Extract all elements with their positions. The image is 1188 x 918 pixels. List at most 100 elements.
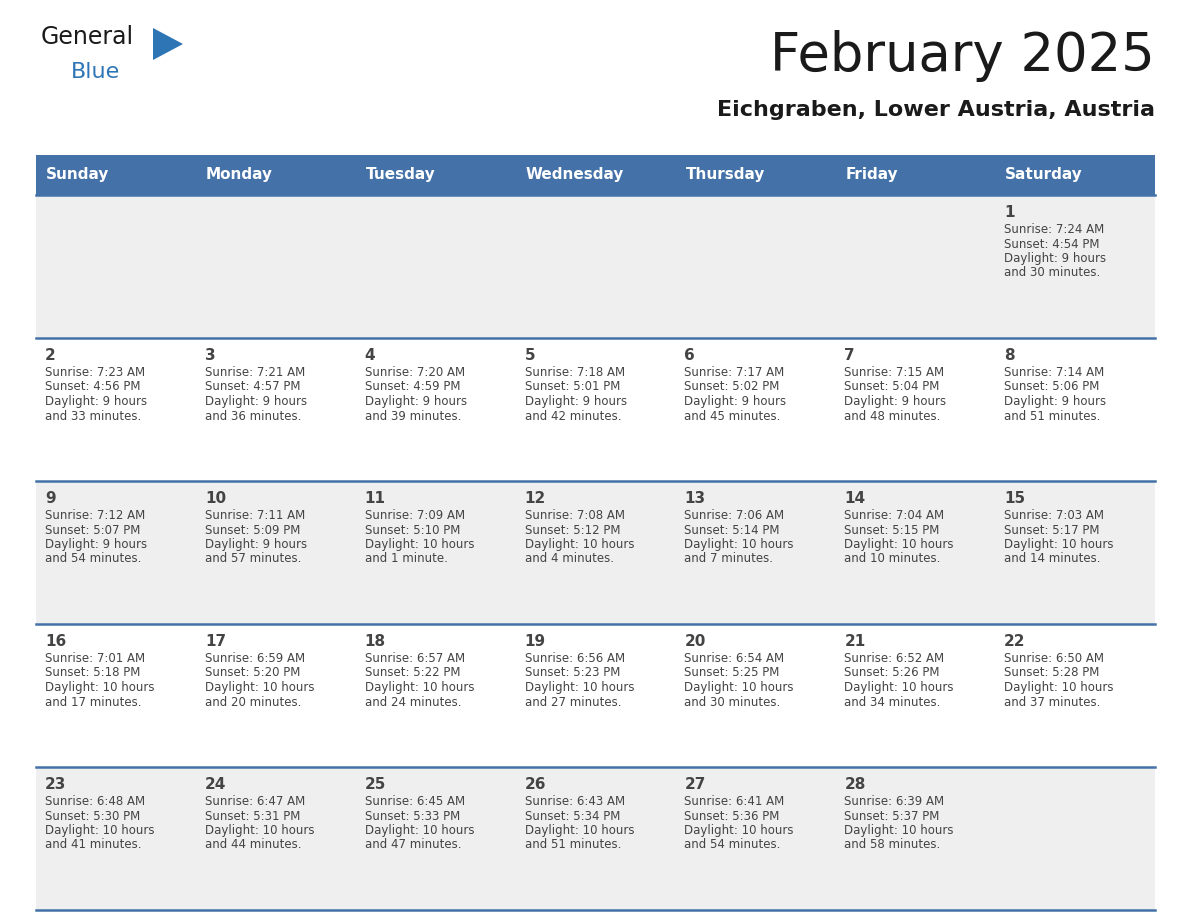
Text: Daylight: 10 hours: Daylight: 10 hours [204, 824, 315, 837]
Text: 22: 22 [1004, 634, 1025, 649]
Text: and 36 minutes.: and 36 minutes. [204, 409, 302, 422]
Text: Daylight: 10 hours: Daylight: 10 hours [525, 681, 634, 694]
Text: Sunset: 5:26 PM: Sunset: 5:26 PM [845, 666, 940, 679]
Text: Daylight: 10 hours: Daylight: 10 hours [45, 681, 154, 694]
Text: 20: 20 [684, 634, 706, 649]
Text: Daylight: 9 hours: Daylight: 9 hours [684, 395, 786, 408]
Text: and 45 minutes.: and 45 minutes. [684, 409, 781, 422]
Text: Daylight: 9 hours: Daylight: 9 hours [365, 395, 467, 408]
Bar [355, 338, 516, 481]
Text: Thursday: Thursday [685, 167, 765, 183]
Bar [196, 767, 355, 910]
Bar [835, 195, 996, 338]
Text: Sunset: 5:09 PM: Sunset: 5:09 PM [204, 523, 301, 536]
Text: Sunrise: 7:01 AM: Sunrise: 7:01 AM [45, 652, 145, 665]
Text: Sunrise: 7:03 AM: Sunrise: 7:03 AM [1004, 509, 1104, 522]
Text: Sunrise: 7:17 AM: Sunrise: 7:17 AM [684, 366, 785, 379]
Text: Daylight: 10 hours: Daylight: 10 hours [365, 681, 474, 694]
Text: 8: 8 [1004, 348, 1015, 363]
Text: 17: 17 [204, 634, 226, 649]
Text: Daylight: 10 hours: Daylight: 10 hours [684, 681, 794, 694]
Text: and 4 minutes.: and 4 minutes. [525, 553, 613, 565]
Text: and 51 minutes.: and 51 minutes. [1004, 409, 1100, 422]
Text: 11: 11 [365, 491, 386, 506]
Bar [196, 481, 355, 624]
Bar [676, 195, 835, 338]
Text: Daylight: 9 hours: Daylight: 9 hours [845, 395, 947, 408]
Text: Daylight: 10 hours: Daylight: 10 hours [204, 681, 315, 694]
Text: Sunset: 5:18 PM: Sunset: 5:18 PM [45, 666, 140, 679]
Text: 15: 15 [1004, 491, 1025, 506]
Text: 28: 28 [845, 777, 866, 792]
Text: Sunset: 5:01 PM: Sunset: 5:01 PM [525, 380, 620, 394]
Text: Daylight: 10 hours: Daylight: 10 hours [1004, 681, 1113, 694]
Text: Sunset: 5:33 PM: Sunset: 5:33 PM [365, 810, 460, 823]
Bar [996, 195, 1155, 338]
Text: Sunrise: 7:09 AM: Sunrise: 7:09 AM [365, 509, 465, 522]
Text: Daylight: 9 hours: Daylight: 9 hours [204, 395, 307, 408]
Bar [676, 155, 835, 195]
Text: Eichgraben, Lower Austria, Austria: Eichgraben, Lower Austria, Austria [718, 100, 1155, 120]
Bar [355, 155, 516, 195]
Text: Sunset: 5:14 PM: Sunset: 5:14 PM [684, 523, 781, 536]
Bar [36, 155, 196, 195]
Bar [196, 338, 355, 481]
Text: and 30 minutes.: and 30 minutes. [1004, 266, 1100, 279]
Bar [996, 155, 1155, 195]
Text: and 17 minutes.: and 17 minutes. [45, 696, 141, 709]
Bar [996, 767, 1155, 910]
Text: Sunrise: 7:20 AM: Sunrise: 7:20 AM [365, 366, 465, 379]
Text: Sunset: 5:10 PM: Sunset: 5:10 PM [365, 523, 460, 536]
Text: Sunrise: 6:39 AM: Sunrise: 6:39 AM [845, 795, 944, 808]
Text: Sunrise: 6:45 AM: Sunrise: 6:45 AM [365, 795, 465, 808]
Text: 19: 19 [525, 634, 545, 649]
Text: Sunset: 5:36 PM: Sunset: 5:36 PM [684, 810, 779, 823]
Bar [996, 338, 1155, 481]
Bar [36, 338, 196, 481]
Text: Sunrise: 7:23 AM: Sunrise: 7:23 AM [45, 366, 145, 379]
Text: Sunset: 5:31 PM: Sunset: 5:31 PM [204, 810, 301, 823]
Text: Sunday: Sunday [46, 167, 109, 183]
Text: Sunset: 5:17 PM: Sunset: 5:17 PM [1004, 523, 1100, 536]
Text: Blue: Blue [71, 62, 120, 82]
Text: 4: 4 [365, 348, 375, 363]
Text: Sunrise: 6:50 AM: Sunrise: 6:50 AM [1004, 652, 1104, 665]
Text: and 37 minutes.: and 37 minutes. [1004, 696, 1100, 709]
Text: Sunrise: 6:56 AM: Sunrise: 6:56 AM [525, 652, 625, 665]
Bar [835, 481, 996, 624]
Text: Daylight: 10 hours: Daylight: 10 hours [525, 824, 634, 837]
Text: Daylight: 10 hours: Daylight: 10 hours [525, 538, 634, 551]
Text: and 1 minute.: and 1 minute. [365, 553, 448, 565]
Text: Daylight: 10 hours: Daylight: 10 hours [684, 538, 794, 551]
Text: Friday: Friday [846, 167, 898, 183]
Text: February 2025: February 2025 [770, 30, 1155, 82]
Text: and 33 minutes.: and 33 minutes. [45, 409, 141, 422]
Text: Daylight: 10 hours: Daylight: 10 hours [845, 681, 954, 694]
Text: Sunrise: 7:12 AM: Sunrise: 7:12 AM [45, 509, 145, 522]
Text: Sunrise: 7:24 AM: Sunrise: 7:24 AM [1004, 223, 1105, 236]
Text: Sunset: 5:12 PM: Sunset: 5:12 PM [525, 523, 620, 536]
Text: Sunrise: 6:54 AM: Sunrise: 6:54 AM [684, 652, 784, 665]
Text: 25: 25 [365, 777, 386, 792]
Text: Sunset: 5:25 PM: Sunset: 5:25 PM [684, 666, 779, 679]
Text: and 54 minutes.: and 54 minutes. [684, 838, 781, 852]
Text: Sunrise: 7:15 AM: Sunrise: 7:15 AM [845, 366, 944, 379]
Text: Sunrise: 6:41 AM: Sunrise: 6:41 AM [684, 795, 785, 808]
Text: 23: 23 [45, 777, 67, 792]
Text: and 44 minutes.: and 44 minutes. [204, 838, 302, 852]
Text: 2: 2 [45, 348, 56, 363]
Text: and 39 minutes.: and 39 minutes. [365, 409, 461, 422]
Text: Sunrise: 6:47 AM: Sunrise: 6:47 AM [204, 795, 305, 808]
Bar [516, 195, 676, 338]
Text: 24: 24 [204, 777, 226, 792]
Bar [36, 481, 196, 624]
Text: Daylight: 9 hours: Daylight: 9 hours [525, 395, 627, 408]
Text: Daylight: 9 hours: Daylight: 9 hours [204, 538, 307, 551]
Text: 12: 12 [525, 491, 545, 506]
Bar [676, 338, 835, 481]
Text: Daylight: 9 hours: Daylight: 9 hours [1004, 395, 1106, 408]
Text: 1: 1 [1004, 205, 1015, 220]
Text: Monday: Monday [206, 167, 273, 183]
Text: Sunset: 5:04 PM: Sunset: 5:04 PM [845, 380, 940, 394]
Text: Sunrise: 7:14 AM: Sunrise: 7:14 AM [1004, 366, 1105, 379]
